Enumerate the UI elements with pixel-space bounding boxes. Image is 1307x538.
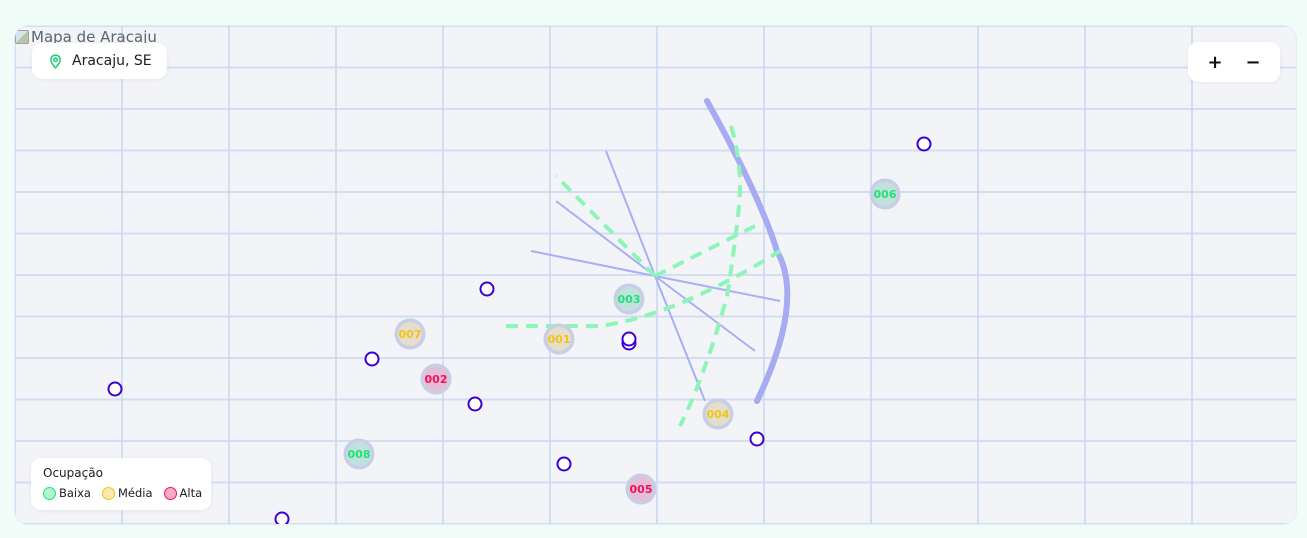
legend-items: Baixa Média Alta (43, 486, 202, 500)
cluster-marker[interactable]: 003 (613, 283, 645, 315)
cluster-bg (547, 327, 571, 351)
cluster-marker[interactable]: 001 (543, 323, 575, 355)
cluster-fill (398, 322, 422, 346)
cluster-bg (873, 182, 897, 206)
map-canvas[interactable]: 001 002 003 004 005 006 007 008 Mapa de … (14, 25, 1297, 525)
cluster-label: 001 (548, 333, 571, 346)
cluster-marker[interactable]: 007 (394, 318, 426, 350)
zoom-in-button[interactable]: + (1199, 46, 1231, 78)
zoom-controls: + − (1188, 42, 1280, 82)
cluster-fill (424, 367, 448, 391)
point-marker[interactable] (107, 381, 123, 397)
cluster-bg (398, 322, 422, 346)
cluster-bg (629, 477, 653, 501)
cluster-fill (629, 477, 653, 501)
route-solid-lines (530, 150, 781, 402)
point-marker[interactable] (556, 456, 572, 472)
cluster-marker[interactable]: 002 (420, 363, 452, 395)
cluster-bg (424, 367, 448, 391)
point-marker[interactable] (479, 281, 495, 297)
point-marker[interactable] (621, 331, 637, 347)
cluster-label: 008 (348, 448, 371, 461)
legend-item-high: Alta (163, 486, 203, 500)
legend-item-low: Baixa (43, 486, 91, 500)
cluster-bg (347, 442, 371, 466)
cluster-marker[interactable]: 008 (343, 438, 375, 470)
route-thick-curve (704, 98, 791, 404)
cluster-marker[interactable]: 004 (702, 398, 734, 430)
legend-dot-medium (101, 486, 115, 500)
legend-title: Ocupação (43, 466, 103, 480)
map-image-placeholder: Mapa de Aracaju (15, 28, 157, 46)
cluster-label: 003 (618, 293, 641, 306)
legend-item-medium: Média (101, 486, 153, 500)
point-marker[interactable] (916, 136, 932, 152)
map-image-alt-text: Mapa de Aracaju (31, 28, 157, 46)
point-marker[interactable] (274, 511, 290, 526)
occupancy-legend: Ocupação Baixa Média Alta (31, 458, 211, 510)
legend-label-low: Baixa (59, 486, 91, 500)
legend-label-high: Alta (179, 486, 203, 500)
legend-dot-high (163, 486, 177, 500)
cluster-fill (706, 402, 730, 426)
cluster-fill (347, 442, 371, 466)
map-overlay: 001 002 003 004 005 006 007 008 (107, 98, 932, 526)
location-label: Aracaju, SE (72, 53, 152, 69)
point-markers (107, 136, 932, 526)
cluster-bg (617, 287, 641, 311)
point-marker[interactable] (467, 396, 483, 412)
route-dashed-lines (506, 125, 782, 427)
legend-dot-low (43, 486, 56, 500)
point-marker[interactable] (749, 431, 765, 447)
cluster-marker[interactable]: 005 (625, 473, 657, 505)
cluster-fill (547, 327, 571, 351)
cluster-marker[interactable]: 006 (869, 178, 901, 210)
cluster-label: 006 (874, 188, 897, 201)
cluster-label: 004 (707, 408, 730, 421)
cluster-label: 002 (425, 373, 448, 386)
broken-image-icon (15, 30, 29, 44)
map-pin-icon (50, 53, 61, 69)
cluster-fill (873, 182, 897, 206)
cluster-label: 007 (399, 328, 422, 341)
location-badge[interactable]: Aracaju, SE (32, 43, 167, 79)
cluster-fill (617, 287, 641, 311)
cluster-label: 005 (630, 483, 653, 496)
cluster-bg (706, 402, 730, 426)
point-marker[interactable] (364, 351, 380, 367)
zoom-out-button[interactable]: − (1237, 46, 1269, 78)
legend-label-medium: Média (117, 486, 153, 500)
